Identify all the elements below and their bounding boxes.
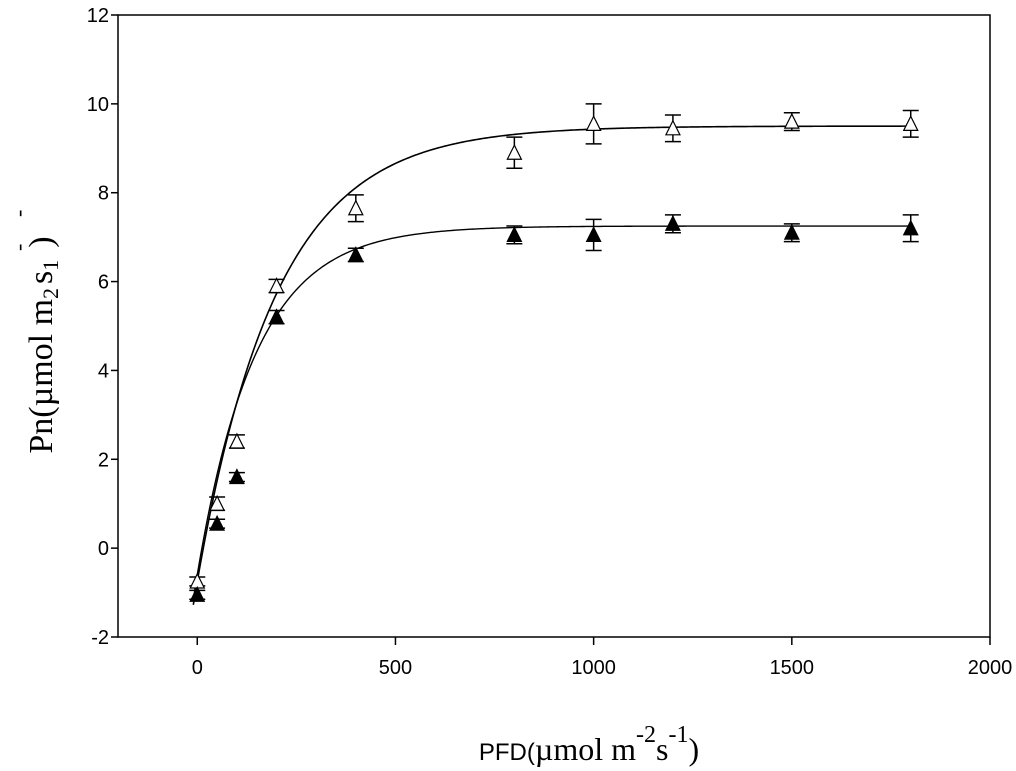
x-axis-label-close: ) [688, 731, 699, 767]
y-axis: -2 0 2 4 6 8 10 12 [87, 5, 118, 649]
filled-triangle-marker [347, 246, 364, 263]
x-axis-label-exp2: -1 [668, 722, 688, 748]
y-axis-label-dash2: - [6, 210, 31, 217]
fit-curves [192, 125, 911, 605]
y-axis-label-main: Pn(µmol m [23, 299, 60, 454]
x-axis-label-prefix: PFD( [479, 739, 535, 766]
filled-triangle-marker [783, 223, 800, 240]
filled-triangle-marker [189, 585, 206, 602]
y-tick-label: 6 [98, 272, 109, 294]
x-tick-label: 2000 [968, 657, 1013, 679]
x-tick-label: 1000 [571, 657, 616, 679]
x-tick-label: 1500 [770, 657, 815, 679]
y-axis-label: Pn(µmol m2 s1) - - [6, 210, 63, 454]
plot-frame [117, 14, 991, 638]
series-2 [189, 214, 919, 602]
y-tick-label: 4 [98, 360, 109, 382]
open-triangle-marker [189, 572, 206, 589]
filled-triangle-marker [902, 219, 919, 236]
filled-triangle-marker [506, 226, 523, 243]
open-triangle-marker [347, 199, 364, 216]
open-triangle-marker [902, 115, 919, 131]
x-axis-label-unit: µmol m [535, 731, 636, 767]
svg-text:Pn(µmol m2s1): Pn(µmol m2 s1) [23, 236, 63, 453]
filled-triangle-marker [209, 514, 226, 531]
open-triangle-marker [268, 277, 285, 294]
data-series [189, 103, 919, 602]
filled-triangle-marker [664, 214, 681, 231]
fit-curve-2 [192, 225, 911, 600]
y-tick-label: 0 [98, 538, 109, 560]
y-tick-label: -2 [91, 627, 109, 649]
x-axis-label: PFD(µmol m-2s-1) [479, 722, 699, 767]
y-tick-label: 2 [98, 449, 109, 471]
open-triangle-marker [664, 119, 681, 136]
y-axis-label-dash1: - [6, 244, 31, 251]
x-axis-label-exp1: -2 [636, 722, 656, 748]
x-tick-label: 500 [379, 657, 412, 679]
y-tick-label: 8 [98, 183, 109, 205]
y-axis-label-s: s [23, 271, 60, 284]
open-triangle-marker [209, 494, 226, 511]
plot-area [117, 14, 991, 638]
x-axis: 0 500 1000 1500 2000 [192, 637, 1013, 679]
open-triangle-marker [228, 432, 245, 449]
series-1 [189, 103, 919, 589]
fit-curve-1 [192, 125, 911, 605]
filled-triangle-marker [228, 468, 245, 485]
y-tick-label: 10 [87, 94, 109, 116]
filled-triangle-marker [268, 308, 285, 325]
x-tick-label: 0 [192, 657, 203, 679]
open-triangle-marker [585, 115, 602, 131]
y-axis-label-sub1: 1 [38, 260, 63, 271]
y-tick-label: 12 [87, 5, 109, 27]
x-axis-label-s: s [656, 731, 668, 767]
y-axis-label-sub2: 2 [38, 288, 63, 299]
open-triangle-marker [783, 112, 800, 129]
y-axis-label-close: ) [23, 236, 60, 247]
filled-triangle-marker [585, 226, 602, 243]
open-triangle-marker [506, 143, 523, 160]
